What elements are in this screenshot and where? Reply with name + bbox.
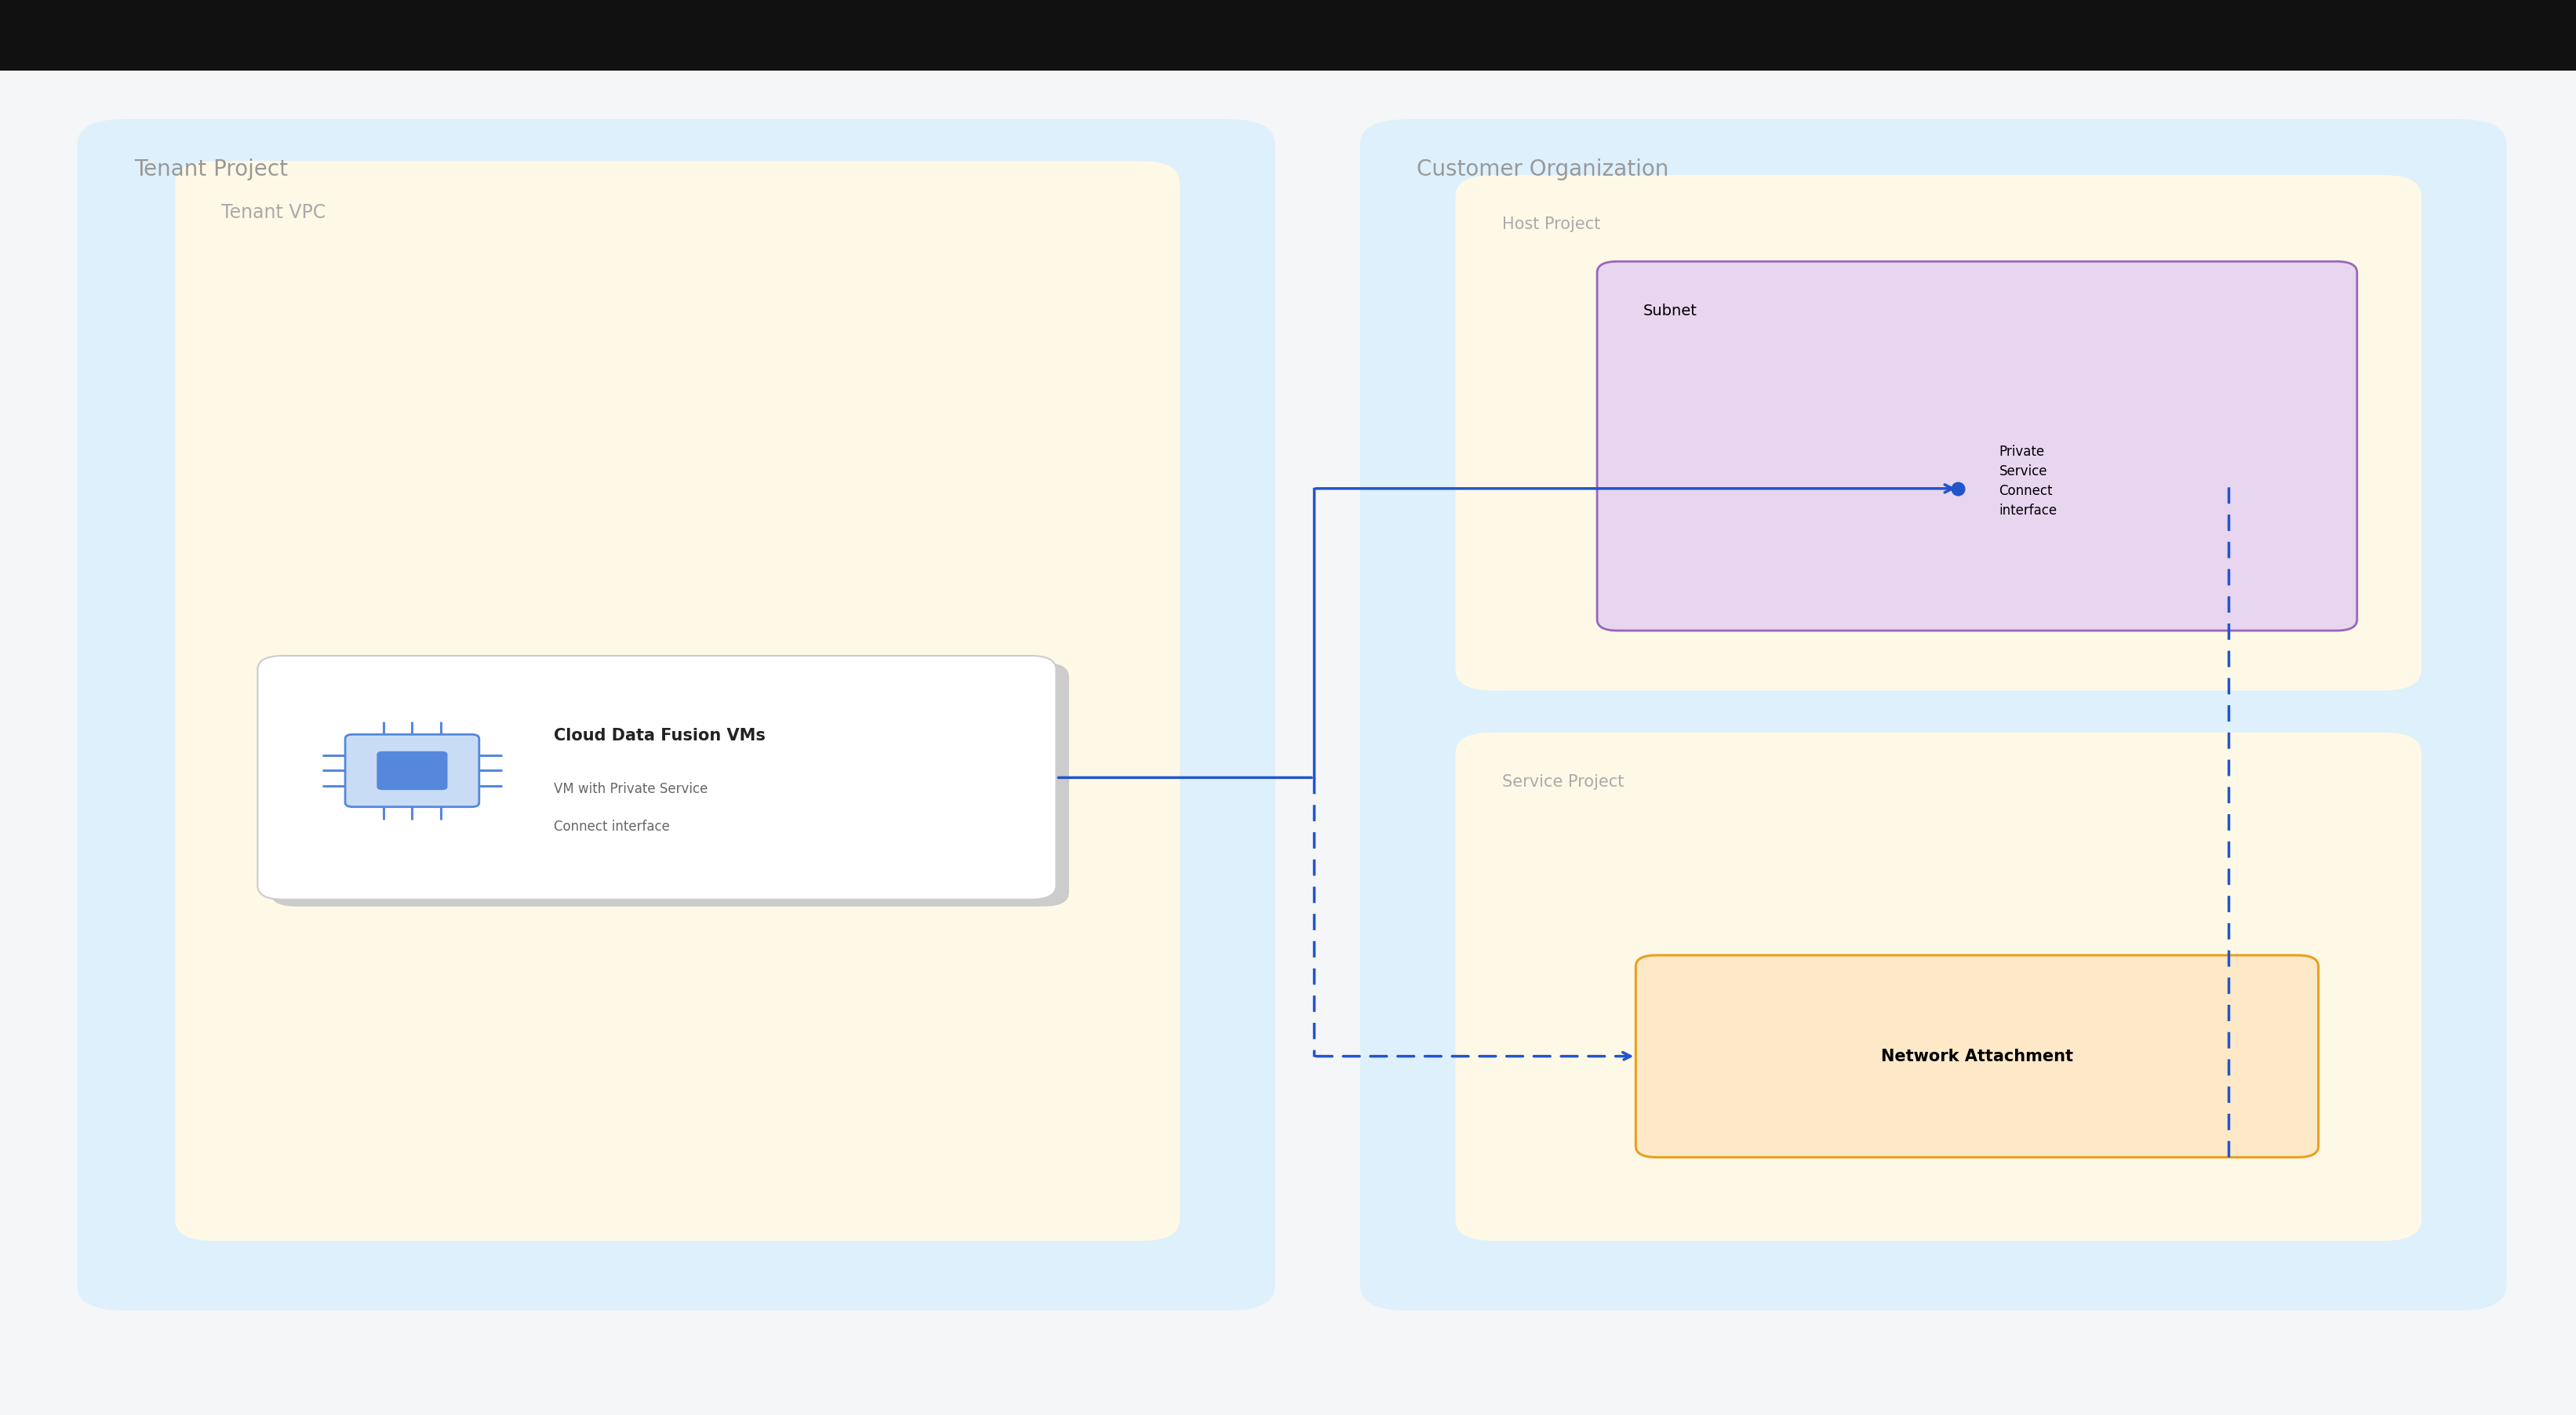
FancyBboxPatch shape	[1455, 175, 2421, 691]
FancyBboxPatch shape	[345, 734, 479, 807]
FancyBboxPatch shape	[1455, 733, 2421, 1241]
Text: Subnet: Subnet	[1643, 303, 1698, 318]
FancyBboxPatch shape	[376, 751, 448, 790]
FancyBboxPatch shape	[1360, 119, 2506, 1310]
Text: VM with Private Service: VM with Private Service	[554, 781, 708, 795]
FancyBboxPatch shape	[1636, 955, 2318, 1157]
Text: Service Project: Service Project	[1502, 774, 1623, 790]
Text: Tenant VPC: Tenant VPC	[222, 202, 327, 222]
FancyBboxPatch shape	[1597, 262, 2357, 631]
Text: Customer Organization: Customer Organization	[1417, 158, 1669, 180]
Text: Host Project: Host Project	[1502, 216, 1600, 232]
FancyBboxPatch shape	[258, 655, 1056, 900]
FancyBboxPatch shape	[0, 0, 2576, 71]
FancyBboxPatch shape	[175, 161, 1180, 1241]
Text: Connect interface: Connect interface	[554, 819, 670, 833]
Text: Tenant Project: Tenant Project	[134, 158, 289, 180]
Text: Private
Service
Connect
interface: Private Service Connect interface	[1999, 446, 2058, 518]
Text: Cloud Data Fusion VMs: Cloud Data Fusion VMs	[554, 727, 765, 744]
FancyBboxPatch shape	[270, 662, 1069, 907]
Text: Network Attachment: Network Attachment	[1880, 1049, 2074, 1064]
FancyBboxPatch shape	[77, 119, 1275, 1310]
